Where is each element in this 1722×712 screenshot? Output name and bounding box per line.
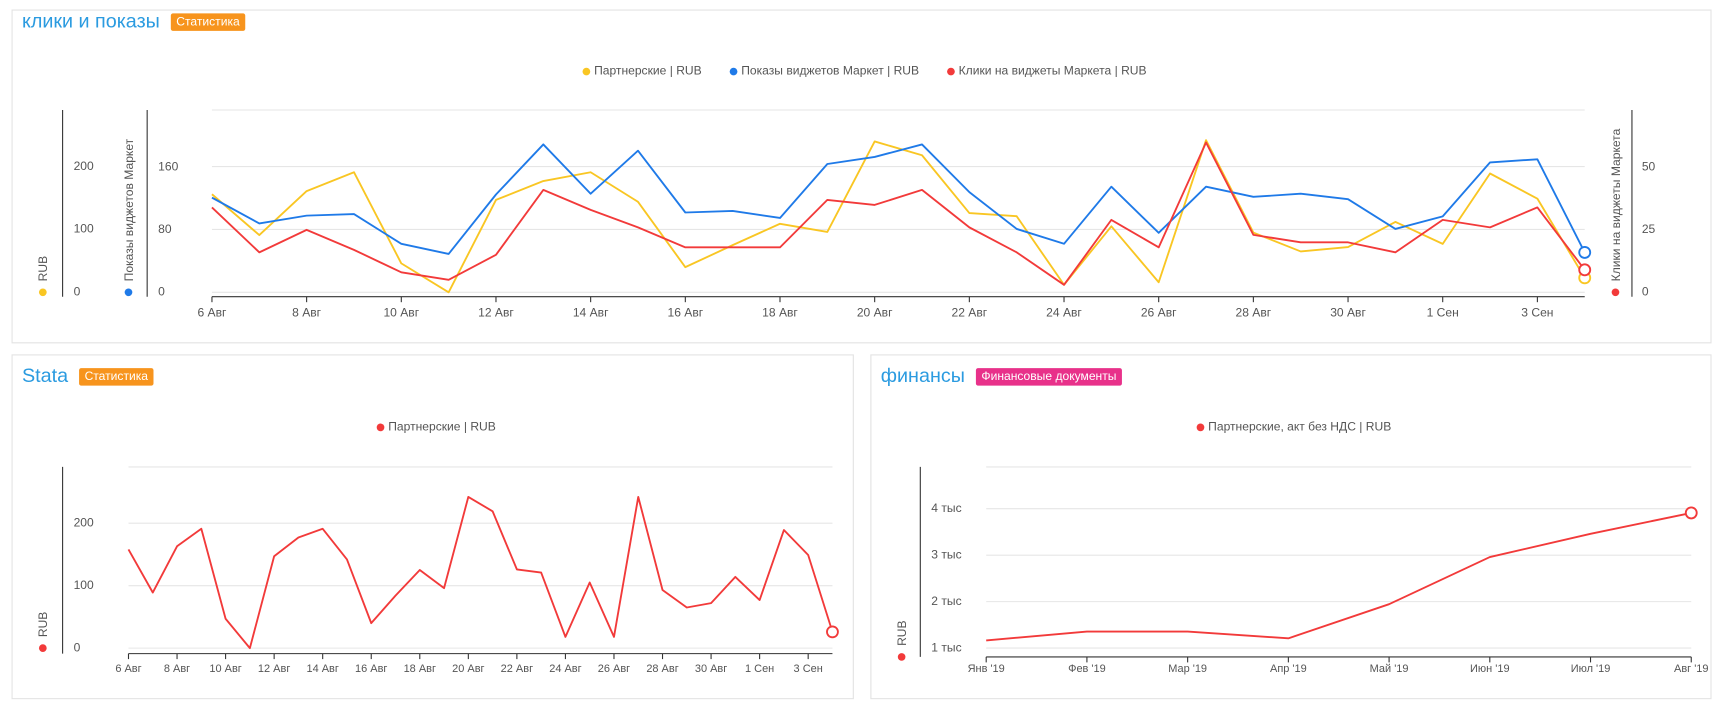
badge-label: Финансовые документы — [981, 369, 1116, 383]
axis-title: Клики на виджеты Маркета — [1609, 128, 1623, 281]
y-tick-label: 1 тыс — [931, 640, 961, 654]
panel — [11, 9, 1712, 344]
badge — [170, 13, 246, 31]
y-tick-label: 100 — [74, 222, 94, 236]
y-tick-label: 200 — [74, 159, 94, 173]
legend-dot — [729, 67, 738, 76]
x-tick-label: 24 Авг — [549, 663, 581, 675]
axis-dot — [124, 288, 133, 297]
badge — [975, 368, 1122, 386]
legend-label: Партнерские | RUB — [594, 64, 702, 78]
x-tick-label: 28 Авг — [646, 663, 678, 675]
legend-label: Клики на виджеты Маркета | RUB — [959, 64, 1147, 78]
last-point — [1684, 506, 1698, 520]
panel-title: Stata — [22, 365, 68, 387]
x-tick-label: 12 Авг — [478, 305, 514, 319]
x-tick-label: 6 Авг — [197, 305, 227, 319]
axis-title: RUB — [895, 620, 909, 646]
x-tick-label: 30 Авг — [1330, 305, 1366, 319]
legend-dot — [1196, 423, 1205, 432]
series-line — [211, 141, 1586, 286]
series-line — [211, 143, 1586, 255]
y-tick-label: 200 — [74, 515, 94, 529]
y-tick-label: 100 — [74, 578, 94, 592]
legend: Партнерские, акт без НДС | RUB — [1196, 420, 1391, 434]
x-tick-label: 14 Авг — [573, 305, 609, 319]
x-tick-label: 20 Авг — [452, 663, 484, 675]
y-tick-label: 80 — [158, 222, 172, 236]
series-line — [211, 139, 1586, 294]
y-tick-label: 4 тыс — [931, 501, 961, 515]
x-tick-label: Мар '19 — [1168, 663, 1207, 675]
legend-label: Партнерские | RUB — [388, 420, 496, 434]
x-tick-label: 3 Сен — [794, 663, 823, 675]
y-tick-label: 50 — [1642, 160, 1656, 174]
x-tick-label: 14 Авг — [306, 663, 338, 675]
axis-title: RUB — [36, 256, 50, 282]
panel — [11, 354, 854, 700]
x-tick-label: 24 Авг — [1046, 305, 1082, 319]
legend: Партнерские | RUB — [376, 420, 496, 434]
last-point — [826, 625, 839, 639]
x-tick-label: 20 Авг — [857, 305, 893, 319]
last-point — [1578, 245, 1592, 259]
panel-title: клики и показы — [22, 10, 160, 32]
x-tick-label: Янв '19 — [968, 663, 1005, 675]
x-tick-label: Июл '19 — [1571, 663, 1611, 675]
x-tick-label: 10 Авг — [209, 663, 241, 675]
series-line — [986, 511, 1692, 642]
axis-dot — [1611, 288, 1620, 297]
y-tick-label: 0 — [1642, 284, 1649, 298]
legend-dot — [947, 67, 955, 76]
x-tick-label: 30 Авг — [695, 663, 727, 675]
x-tick-label: 1 Сен — [745, 663, 774, 675]
x-tick-label: 8 Авг — [292, 305, 322, 319]
y-tick-label: 160 — [158, 159, 178, 173]
series-line — [127, 495, 834, 650]
legend-label: Показы виджетов Маркет | RUB — [741, 64, 919, 78]
x-tick-label: 26 Авг — [1141, 305, 1177, 319]
x-tick-label: Апр '19 — [1270, 663, 1307, 675]
x-tick-label: 10 Авг — [383, 305, 419, 319]
y-tick-label: 3 тыс — [931, 547, 961, 561]
x-tick-label: Май '19 — [1370, 663, 1409, 675]
axis-title: RUB — [36, 612, 50, 638]
panel-title: финансы — [881, 365, 965, 387]
x-tick-label: 16 Авг — [667, 305, 703, 319]
x-tick-label: 18 Авг — [762, 305, 798, 319]
legend-dot — [376, 423, 385, 432]
x-tick-label: 28 Авг — [1236, 305, 1272, 319]
y-tick-label: 0 — [158, 284, 165, 298]
y-tick-label: 0 — [74, 640, 81, 654]
x-tick-label: 26 Авг — [598, 663, 630, 675]
panel — [870, 354, 1712, 700]
x-tick-label: 1 Сен — [1427, 305, 1459, 319]
x-tick-label: 16 Авг — [355, 663, 387, 675]
x-tick-label: 3 Сен — [1521, 305, 1553, 319]
axis-dot — [897, 653, 906, 661]
y-tick-label: 25 — [1642, 222, 1656, 236]
axis-title: Показы виджетов Маркет — [122, 138, 136, 281]
badge-label: Статистика — [176, 14, 240, 28]
legend: Партнерские | RUB Показы виджетов Маркет … — [582, 64, 1147, 78]
legend-label: Партнерские, акт без НДС | RUB — [1208, 420, 1391, 434]
axis-dot — [38, 644, 47, 652]
x-tick-label: 22 Авг — [952, 305, 988, 319]
badge — [79, 368, 154, 386]
y-tick-label: 0 — [74, 284, 81, 298]
x-tick-label: 8 Авг — [164, 663, 190, 675]
last-point — [1578, 263, 1592, 277]
badge-label: Статистика — [85, 369, 149, 383]
x-tick-label: Фев '19 — [1068, 663, 1106, 675]
axis-dot — [38, 288, 47, 297]
legend-dot — [582, 67, 591, 76]
x-tick-label: 6 Авг — [115, 663, 141, 675]
x-tick-label: 12 Авг — [258, 663, 290, 675]
x-tick-label: 22 Авг — [501, 663, 533, 675]
y-tick-label: 2 тыс — [931, 594, 961, 608]
x-tick-label: 18 Авг — [404, 663, 436, 675]
x-tick-label: Июн '19 — [1470, 663, 1510, 675]
x-tick-label: Авг '19 — [1674, 663, 1709, 675]
